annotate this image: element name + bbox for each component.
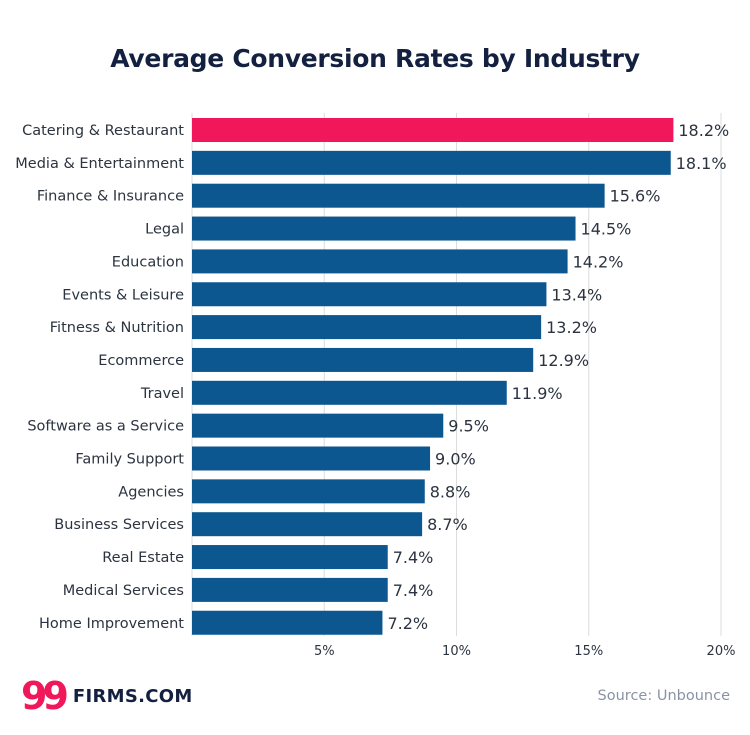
category-label: Finance & Insurance — [37, 189, 184, 205]
logo: 99 FIRMS.COM — [21, 676, 193, 716]
category-label: Medical Services — [63, 583, 184, 599]
category-label: Home Improvement — [39, 616, 184, 632]
x-tick-label: 15% — [574, 644, 603, 659]
category-label: Legal — [145, 222, 184, 238]
bar-medical-services — [192, 577, 388, 602]
bar-education — [192, 249, 568, 274]
category-label: Business Services — [54, 517, 184, 533]
category-label: Agencies — [118, 484, 184, 500]
x-tick-label: 10% — [442, 644, 471, 659]
bar-home-improvement — [192, 610, 383, 635]
value-label: 11.9% — [512, 384, 563, 403]
value-label: 12.9% — [538, 351, 589, 370]
bar-chart: 5% 10% 15% 20% Catering & Restaurant 18.2% Med… — [15, 113, 735, 659]
x-tick-label: 20% — [707, 644, 736, 659]
category-label: Catering & Restaurant — [22, 123, 184, 139]
category-label: Family Support — [75, 452, 184, 468]
bar-media-entertainment — [192, 150, 671, 175]
value-label: 18.1% — [676, 154, 727, 173]
category-label: Real Estate — [102, 550, 184, 566]
source-note: Source: Unbounce — [597, 688, 730, 704]
bar-catering-restaurant — [192, 118, 674, 142]
bar-agencies — [192, 479, 425, 504]
category-label: Ecommerce — [98, 353, 184, 369]
value-label: 9.0% — [435, 450, 476, 469]
category-label: Software as a Service — [27, 419, 184, 435]
value-label: 9.5% — [448, 417, 489, 436]
bar-travel — [192, 380, 507, 405]
value-label: 15.6% — [610, 187, 661, 206]
category-label: Education — [112, 254, 184, 270]
bar-legal — [192, 216, 576, 241]
value-label: 13.2% — [546, 318, 597, 337]
bar-ecommerce — [192, 347, 534, 372]
labels-layer: 5% 10% 15% 20% Catering & Restaurant 18.2% Med… — [15, 121, 735, 659]
x-tick-label: 5% — [314, 644, 335, 659]
value-label: 14.5% — [581, 220, 632, 239]
value-label: 13.4% — [551, 285, 602, 304]
value-label: 8.7% — [427, 515, 468, 534]
value-label: 7.4% — [393, 548, 434, 567]
category-label: Fitness & Nutrition — [50, 320, 184, 336]
category-label: Travel — [140, 386, 184, 402]
category-label: Events & Leisure — [62, 287, 184, 303]
value-label: 7.2% — [387, 614, 428, 633]
logo-text: FIRMS.COM — [72, 685, 193, 707]
bar-real-estate — [192, 545, 388, 570]
bar-fitness-nutrition — [192, 315, 542, 340]
value-label: 18.2% — [678, 121, 729, 140]
bars-layer — [192, 118, 674, 635]
bar-software-as-a-service — [192, 413, 444, 438]
value-label: 8.8% — [430, 482, 471, 501]
bar-family-support — [192, 446, 431, 471]
bar-finance-insurance — [192, 183, 605, 208]
category-label: Media & Entertainment — [15, 156, 184, 172]
value-label: 14.2% — [573, 252, 624, 271]
value-label: 7.4% — [393, 581, 434, 600]
logo-mark: 99 — [21, 674, 69, 718]
bar-business-services — [192, 512, 423, 537]
bar-events-leisure — [192, 282, 547, 307]
chart-title: Average Conversion Rates by Industry — [110, 44, 640, 73]
